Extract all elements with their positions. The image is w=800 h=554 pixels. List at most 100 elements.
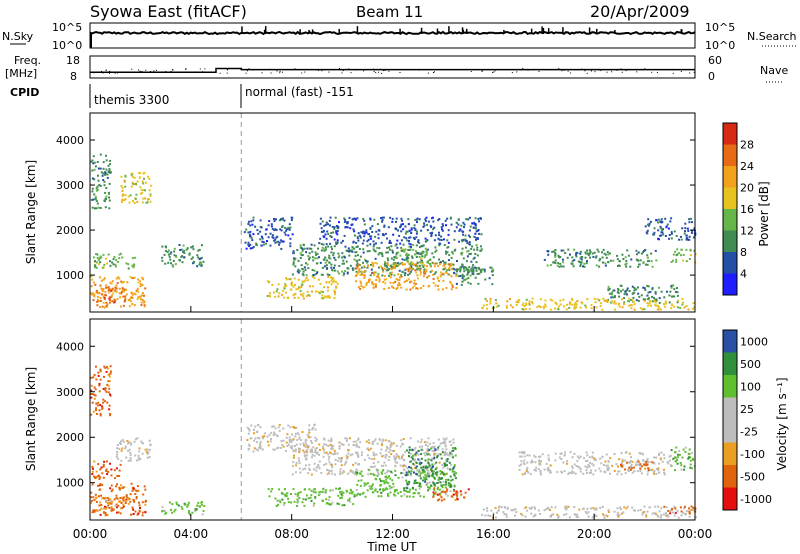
data-cell bbox=[273, 291, 275, 294]
data-cell bbox=[419, 269, 421, 272]
data-cell bbox=[104, 197, 107, 200]
data-cell bbox=[309, 285, 312, 288]
data-cell bbox=[419, 267, 422, 270]
data-cell bbox=[562, 461, 565, 464]
data-cell bbox=[330, 251, 333, 254]
data-cell bbox=[301, 247, 303, 250]
data-cell bbox=[117, 500, 120, 503]
data-cell bbox=[431, 480, 434, 483]
data-cell bbox=[411, 486, 414, 489]
data-cell bbox=[114, 286, 117, 289]
data-cell bbox=[389, 491, 392, 494]
nave-dot bbox=[356, 69, 358, 71]
data-cell bbox=[689, 466, 692, 469]
data-cell bbox=[685, 305, 688, 308]
data-cell bbox=[579, 252, 582, 255]
data-cell bbox=[115, 506, 118, 509]
nave-dot bbox=[527, 69, 529, 71]
data-cell bbox=[277, 446, 280, 449]
data-cell bbox=[591, 456, 594, 459]
data-cell bbox=[557, 515, 560, 518]
data-cell bbox=[673, 505, 676, 508]
data-cell bbox=[480, 233, 483, 236]
nave-dot bbox=[516, 71, 518, 73]
data-cell bbox=[455, 273, 458, 276]
data-cell bbox=[486, 507, 488, 510]
data-cell bbox=[406, 495, 409, 498]
data-cell bbox=[436, 455, 439, 457]
beam-title: Beam 11 bbox=[356, 3, 423, 21]
data-cell bbox=[444, 454, 446, 457]
data-cell bbox=[335, 487, 338, 490]
data-cell bbox=[94, 197, 97, 200]
data-cell bbox=[576, 251, 579, 254]
data-cell bbox=[519, 455, 522, 458]
data-cell bbox=[445, 448, 448, 451]
data-cell bbox=[342, 470, 345, 472]
data-cell bbox=[372, 248, 375, 251]
data-cell bbox=[405, 474, 408, 477]
data-cell bbox=[449, 265, 452, 268]
data-cell bbox=[454, 454, 457, 457]
data-cell bbox=[413, 238, 416, 240]
data-cell bbox=[137, 457, 140, 459]
data-cell bbox=[559, 303, 562, 306]
data-cell bbox=[638, 295, 641, 298]
data-cell bbox=[94, 207, 96, 210]
data-cell bbox=[386, 237, 388, 240]
data-cell bbox=[92, 281, 95, 284]
data-cell bbox=[307, 436, 310, 439]
data-cell bbox=[312, 446, 315, 449]
colorbar-swatch bbox=[723, 123, 737, 145]
data-cell bbox=[99, 370, 102, 373]
data-cell bbox=[93, 266, 96, 269]
data-cell bbox=[675, 235, 678, 237]
data-cell bbox=[138, 176, 141, 179]
data-cell bbox=[109, 171, 112, 174]
data-cell bbox=[377, 461, 380, 464]
data-cell bbox=[281, 225, 284, 228]
data-cell bbox=[315, 262, 318, 265]
data-cell bbox=[401, 248, 404, 251]
data-cell bbox=[291, 433, 293, 436]
data-cell bbox=[314, 257, 317, 260]
data-cell bbox=[429, 258, 432, 261]
data-cell bbox=[657, 305, 659, 307]
data-cell bbox=[97, 463, 100, 466]
data-cell bbox=[307, 255, 310, 258]
data-cell bbox=[282, 503, 285, 506]
data-cell bbox=[637, 459, 639, 462]
data-cell bbox=[484, 278, 487, 281]
data-cell bbox=[417, 266, 420, 269]
data-cell bbox=[289, 226, 292, 229]
data-cell bbox=[130, 482, 133, 485]
data-cell bbox=[620, 473, 623, 476]
data-cell bbox=[106, 502, 109, 504]
data-cell bbox=[261, 435, 264, 438]
data-cell bbox=[484, 297, 487, 300]
data-cell bbox=[645, 515, 648, 518]
data-cell bbox=[653, 462, 656, 465]
data-cell bbox=[465, 218, 468, 221]
power-ylabel: Slant Range [km] bbox=[24, 160, 38, 264]
data-cell bbox=[166, 251, 169, 253]
data-cell bbox=[348, 492, 351, 495]
data-cell bbox=[99, 476, 102, 479]
data-cell bbox=[121, 496, 124, 499]
data-cell bbox=[463, 223, 466, 226]
data-cell bbox=[626, 287, 629, 290]
data-cell bbox=[551, 513, 553, 516]
data-cell bbox=[670, 307, 673, 310]
data-cell bbox=[148, 439, 151, 442]
data-cell bbox=[434, 452, 437, 455]
data-cell bbox=[366, 447, 369, 450]
nave-dot bbox=[600, 70, 602, 72]
data-cell bbox=[293, 500, 296, 503]
data-cell bbox=[327, 444, 330, 447]
data-cell bbox=[418, 468, 421, 471]
data-cell bbox=[549, 515, 552, 518]
